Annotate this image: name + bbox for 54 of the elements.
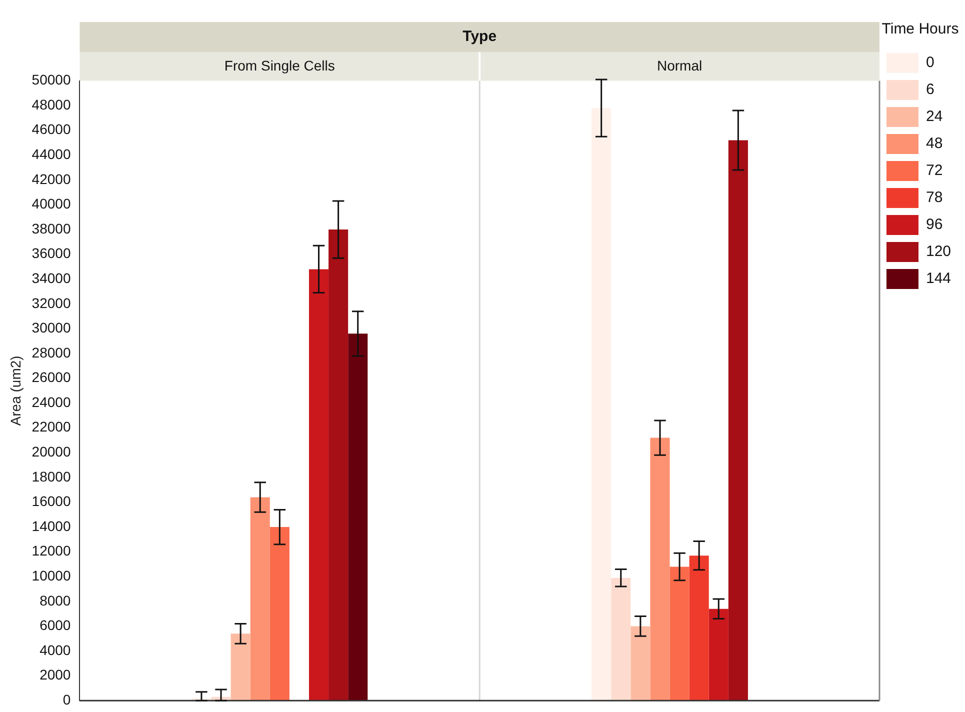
y-tick-label: 38000 (32, 220, 71, 236)
x-tick-label: From Single Cells (224, 57, 335, 74)
y-tick-label: 20000 (32, 444, 71, 460)
y-tick-label: 46000 (32, 121, 71, 138)
y-tick-label: 48000 (32, 96, 71, 112)
y-tick-label: 26000 (32, 369, 71, 386)
bar (708, 608, 728, 701)
bar (308, 269, 329, 701)
y-tick-label: 18000 (32, 468, 71, 484)
y-tick-label: 34000 (32, 270, 71, 286)
y-tick-label: 6000 (40, 617, 71, 634)
bar (650, 438, 670, 701)
bar (728, 140, 748, 701)
bar (250, 497, 270, 701)
y-tick-label: 36000 (32, 245, 71, 262)
legend-label: 144 (926, 270, 952, 288)
legend-label: 120 (926, 243, 952, 260)
y-tick-label: 0 (62, 691, 71, 708)
y-axis-title: Area (um2) (7, 356, 24, 426)
y-tick-label: 28000 (32, 344, 71, 360)
legend-label: 48 (926, 135, 943, 152)
bar (630, 626, 650, 701)
chart-title: Type (462, 28, 497, 46)
bar (611, 578, 631, 701)
legend-label: 6 (926, 81, 934, 98)
y-tick-label: 16000 (32, 493, 71, 510)
y-tick-label: 10000 (32, 568, 71, 584)
y-tick-label: 32000 (32, 294, 71, 311)
bar (670, 566, 690, 701)
bar (230, 634, 250, 701)
bar (348, 334, 368, 701)
y-tick-label: 12000 (32, 542, 71, 559)
bar (592, 108, 612, 701)
bar (328, 230, 348, 701)
y-tick-label: 42000 (32, 170, 71, 187)
y-tick-label: 14000 (32, 518, 71, 534)
y-tick-label: 2000 (40, 666, 71, 683)
legend-label: 0 (926, 54, 934, 72)
y-tick-label: 22000 (32, 418, 71, 435)
legend-label: 72 (926, 162, 943, 180)
legend-title: Time Hours (882, 20, 959, 38)
y-tick-label: 40000 (32, 196, 71, 212)
y-tick-label: 44000 (32, 146, 71, 162)
y-tick-label: 8000 (40, 592, 71, 608)
bar (689, 556, 709, 701)
legend-label: 78 (926, 189, 943, 206)
bar (270, 527, 290, 701)
x-tick-label: Normal (656, 57, 702, 74)
y-tick-label: 30000 (32, 320, 71, 336)
y-tick-label: 24000 (32, 394, 71, 410)
legend-label: 96 (926, 216, 943, 234)
y-tick-label: 50000 (32, 72, 71, 88)
y-tick-label: 4000 (40, 642, 71, 658)
legend-label: 24 (926, 108, 943, 126)
